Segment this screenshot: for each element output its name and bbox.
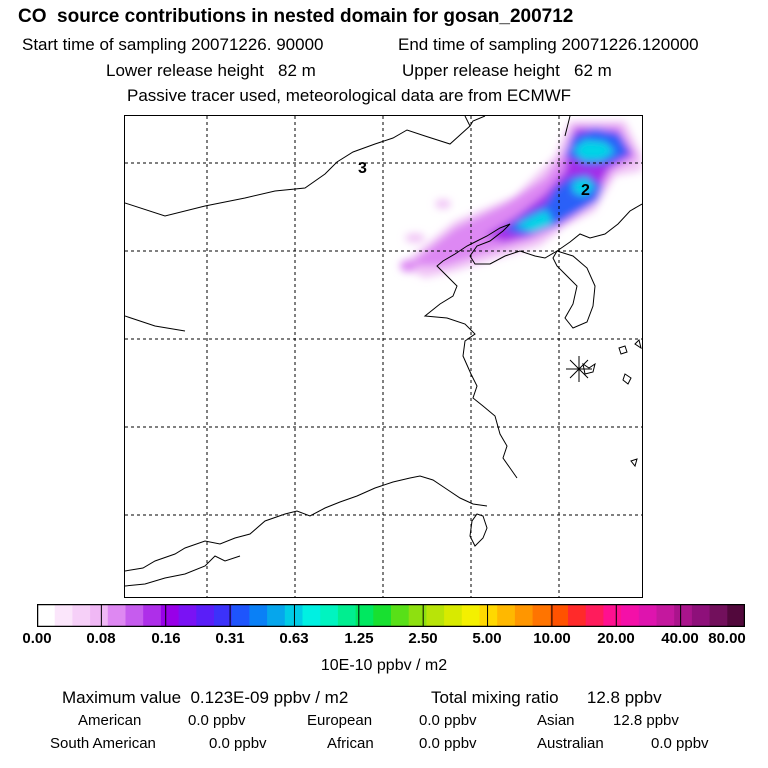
colorbar-cell [337, 604, 357, 627]
lower-release-text: Lower release height 82 m [106, 61, 316, 80]
colorbar-cell [373, 604, 392, 627]
colorbar-tick: 80.00 [708, 630, 746, 647]
colorbar-tick: 0.63 [279, 630, 309, 647]
plot-title: CO source contributions in nested domain… [18, 6, 574, 27]
colorbar-cell [709, 604, 728, 627]
coastlines [125, 116, 642, 587]
colorbar-cell [514, 604, 534, 627]
colorbar-cell [90, 604, 109, 627]
colorbar-cell [107, 604, 126, 627]
asterisk-marker [566, 356, 592, 382]
colorbar-cell [302, 604, 321, 627]
colorbar-cell [426, 604, 445, 627]
map-canvas: 3 2 [125, 116, 642, 597]
colorbar-cell [532, 604, 551, 627]
lat-lon-grid [125, 116, 642, 597]
colorbar-cell [72, 604, 91, 627]
start-sampling-text: Start time of sampling 20071226. 90000 [22, 35, 324, 54]
region-value-european: 0.0 ppbv [419, 712, 477, 729]
colorbar-tick: 20.00 [597, 630, 635, 647]
colorbar-tick: 5.00 [472, 630, 502, 647]
colorbar-cell [691, 604, 711, 627]
tracer-note: Passive tracer used, meteorological data… [127, 86, 572, 105]
region-name-australian: Australian [537, 735, 604, 752]
colorbar-cell [568, 604, 587, 627]
colorbar-cell [727, 604, 746, 627]
colorbar-cell [550, 604, 569, 627]
colorbar [36, 603, 746, 628]
region-name-south-american: South American [50, 735, 156, 752]
region-value-south-american: 0.0 ppbv [209, 735, 267, 752]
total-mixing-ratio-text: Total mixing ratio 12.8 ppbv [431, 688, 662, 707]
colorbar-cell [178, 604, 197, 627]
colorbar-cell [674, 604, 693, 627]
upper-release-text: Upper release height 62 m [402, 61, 612, 80]
colorbar-cell [125, 604, 144, 627]
colorbar-cell [37, 604, 56, 627]
colorbar-cell [196, 604, 215, 627]
colorbar-cell [585, 604, 604, 627]
colorbar-tick: 10.00 [533, 630, 571, 647]
region-name-american: American [78, 712, 142, 729]
region-name-asian: Asian [537, 712, 575, 729]
colorbar-cell [249, 604, 268, 627]
region-name-african: African [327, 735, 374, 752]
colorbar-svg [36, 603, 746, 628]
colorbar-cell [267, 604, 286, 627]
colorbar-tick: 0.00 [22, 630, 52, 647]
colorbar-cell [656, 604, 675, 627]
colorbar-cell [143, 604, 162, 627]
colorbar-cell [621, 604, 640, 627]
colorbar-tick: 0.08 [86, 630, 116, 647]
region-value-american: 0.0 ppbv [188, 712, 246, 729]
colorbar-cell [355, 604, 374, 627]
colorbar-tick: 2.50 [408, 630, 438, 647]
region-name-european: European [307, 712, 373, 729]
colorbar-tick: 0.16 [151, 630, 181, 647]
end-sampling-text: End time of sampling 20071226.120000 [398, 35, 699, 54]
colorbar-tick: 0.31 [215, 630, 245, 647]
colorbar-cell [54, 604, 73, 627]
colorbar-cell [638, 604, 657, 627]
colorbar-cell [497, 604, 516, 627]
colorbar-cell [214, 604, 233, 627]
maximum-value-text: Maximum value 0.123E-09 ppbv / m2 [62, 688, 349, 707]
colorbar-cell [603, 604, 622, 627]
colorbar-border [36, 603, 746, 628]
colorbar-tick: 1.25 [344, 630, 374, 647]
colorbar-units: 10E-10 ppbv / m2 [320, 657, 448, 674]
colorbar-cell [284, 604, 303, 627]
colorbar-cell [320, 604, 339, 627]
colorbar-cell [479, 604, 498, 627]
colorbar-cell [231, 604, 250, 627]
colorbar-cell [444, 604, 463, 627]
source-label-3: 3 [358, 160, 367, 177]
region-value-african: 0.0 ppbv [419, 735, 477, 752]
concentration-plume [400, 121, 642, 278]
colorbar-cell [461, 604, 480, 627]
colorbar-tick: 40.00 [661, 630, 699, 647]
map-panel: 3 2 [124, 115, 643, 598]
region-value-asian: 12.8 ppbv [613, 712, 679, 729]
colorbar-cell [160, 604, 180, 627]
colorbar-cell [408, 604, 427, 627]
region-value-australian: 0.0 ppbv [651, 735, 709, 752]
source-label-2: 2 [581, 182, 590, 199]
colorbar-cell [391, 604, 410, 627]
